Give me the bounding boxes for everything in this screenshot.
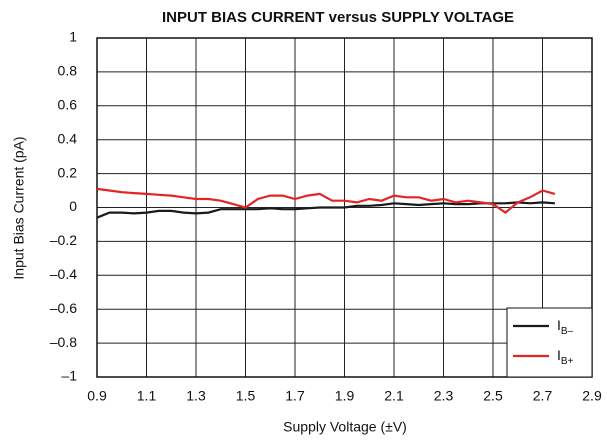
chart-title: INPUT BIAS CURRENT versus SUPPLY VOLTAGE (162, 9, 514, 26)
legend-label: IB+ (557, 347, 574, 367)
x-tick-label: 2.1 (384, 388, 404, 404)
x-tick-label: 1.9 (335, 388, 355, 404)
x-tick-label: 2.5 (483, 388, 503, 404)
y-tick-label: 0.4 (58, 130, 78, 146)
y-tick-label: –0.6 (50, 300, 77, 316)
y-tick-label: 0.2 (58, 164, 78, 180)
series-line (96, 201, 555, 219)
y-tick-label: 0.6 (58, 97, 78, 113)
x-tick-label: 2.3 (434, 388, 454, 404)
y-tick-label: 0 (69, 198, 77, 214)
x-tick-label: 2.7 (533, 388, 553, 404)
series-line (96, 187, 556, 214)
y-tick-label: –0.8 (50, 334, 77, 350)
x-tick-label: 0.9 (87, 388, 107, 404)
legend-label: IB– (557, 317, 574, 337)
y-tick-label: 1 (69, 29, 77, 45)
y-tick-label: –0.2 (50, 232, 77, 248)
x-axis-label: Supply Voltage (±V) (283, 419, 407, 435)
y-axis-label: Input Bias Current (pA) (11, 136, 27, 279)
y-tick-label: 0.8 (58, 63, 78, 79)
x-tick-label: 1.3 (186, 388, 206, 404)
x-tick-label: 1.5 (236, 388, 256, 404)
x-tick-label: 1.1 (137, 388, 157, 404)
y-tick-label: –1 (61, 368, 77, 384)
y-tick-label: –0.4 (50, 266, 77, 282)
plot-frame (96, 37, 593, 378)
x-tick-label: 1.7 (285, 388, 305, 404)
legend-box (506, 307, 593, 378)
x-tick-label: 2.9 (582, 388, 602, 404)
